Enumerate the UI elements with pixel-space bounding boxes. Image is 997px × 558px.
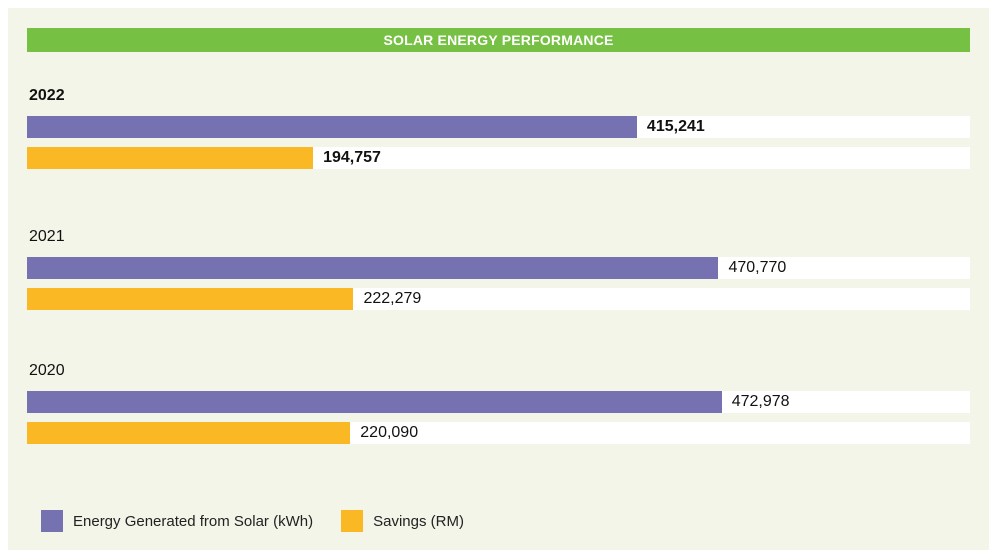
bar-energy-2020 bbox=[27, 391, 722, 413]
bar-track-energy-2022: 415,241 bbox=[27, 116, 970, 138]
legend-item-energy: Energy Generated from Solar (kWh) bbox=[41, 510, 313, 532]
legend-item-savings: Savings (RM) bbox=[341, 510, 464, 532]
legend-swatch-energy bbox=[41, 510, 63, 532]
bar-track-savings-2020: 220,090 bbox=[27, 422, 970, 444]
legend: Energy Generated from Solar (kWh) Saving… bbox=[41, 510, 464, 532]
year-label-2022: 2022 bbox=[29, 87, 65, 104]
legend-label-savings: Savings (RM) bbox=[373, 512, 464, 530]
year-label-2021: 2021 bbox=[29, 228, 65, 245]
bar-track-savings-2021: 222,279 bbox=[27, 288, 970, 310]
bar-savings-2020 bbox=[27, 422, 351, 444]
bar-energy-2022 bbox=[27, 116, 637, 138]
value-label-savings-2020: 220,090 bbox=[360, 424, 419, 441]
bar-track-energy-2020: 472,978 bbox=[27, 391, 970, 413]
bar-savings-2022 bbox=[27, 147, 314, 169]
value-label-savings-2022: 194,757 bbox=[323, 149, 381, 166]
chart-panel bbox=[8, 8, 989, 550]
year-label-2020: 2020 bbox=[29, 362, 65, 379]
bar-track-savings-2022: 194,757 bbox=[27, 147, 970, 169]
chart-title: SOLAR ENERGY PERFORMANCE bbox=[27, 28, 970, 52]
value-label-energy-2022: 415,241 bbox=[646, 118, 705, 135]
bar-savings-2021 bbox=[27, 288, 354, 310]
bar-energy-2021 bbox=[27, 257, 719, 279]
value-label-energy-2020: 472,978 bbox=[731, 393, 790, 410]
legend-swatch-savings bbox=[341, 510, 364, 532]
legend-label-energy: Energy Generated from Solar (kWh) bbox=[73, 512, 314, 530]
bar-track-energy-2021: 470,770 bbox=[27, 257, 970, 279]
value-label-energy-2021: 470,770 bbox=[728, 259, 787, 276]
value-label-savings-2021: 222,279 bbox=[363, 290, 422, 307]
